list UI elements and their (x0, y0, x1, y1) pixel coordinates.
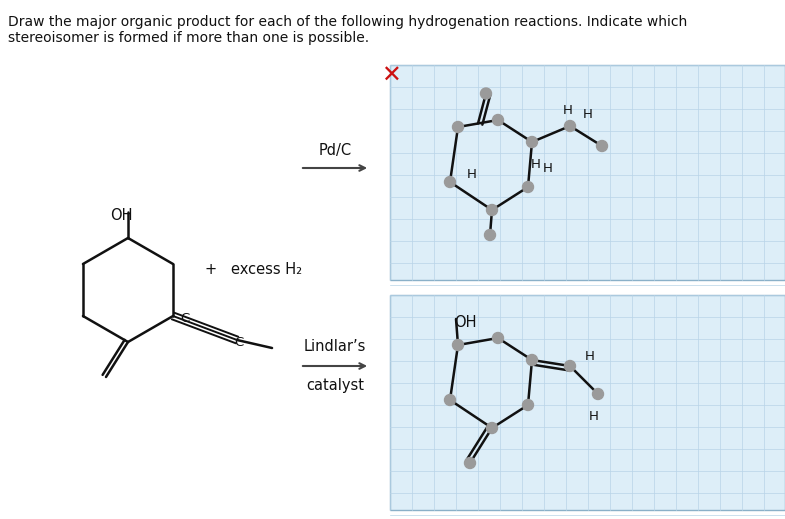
Circle shape (564, 120, 575, 131)
Text: Lindlar’s: Lindlar’s (304, 339, 366, 354)
Text: C: C (181, 311, 190, 324)
Text: H: H (585, 349, 595, 362)
Text: H: H (543, 161, 553, 174)
Circle shape (492, 115, 503, 126)
Text: H: H (467, 168, 477, 181)
Text: catalyst: catalyst (306, 378, 364, 393)
Text: H: H (563, 103, 573, 116)
Text: C: C (235, 335, 243, 348)
Text: H: H (589, 409, 599, 422)
Text: +   excess H₂: + excess H₂ (205, 263, 302, 278)
Circle shape (597, 141, 608, 152)
Text: OH: OH (454, 315, 476, 330)
Circle shape (444, 176, 455, 187)
Circle shape (527, 354, 538, 365)
Circle shape (492, 333, 503, 344)
Circle shape (484, 229, 495, 240)
Circle shape (564, 361, 575, 372)
Circle shape (452, 339, 463, 350)
Text: Pd/C: Pd/C (319, 143, 352, 158)
Text: H: H (583, 107, 593, 120)
Text: ✕: ✕ (382, 64, 401, 88)
Circle shape (452, 121, 463, 132)
Circle shape (523, 400, 534, 411)
Circle shape (487, 204, 498, 215)
Circle shape (523, 182, 534, 193)
Text: Draw the major organic product for each of the following hydrogenation reactions: Draw the major organic product for each … (8, 15, 687, 45)
Bar (390, 295, 785, 510)
Bar (390, 65, 785, 280)
Circle shape (444, 394, 455, 405)
Circle shape (527, 136, 538, 147)
Text: H: H (531, 157, 541, 171)
Circle shape (480, 88, 491, 99)
Text: OH: OH (110, 208, 133, 223)
Circle shape (465, 458, 476, 469)
Circle shape (593, 389, 604, 400)
Circle shape (487, 422, 498, 433)
